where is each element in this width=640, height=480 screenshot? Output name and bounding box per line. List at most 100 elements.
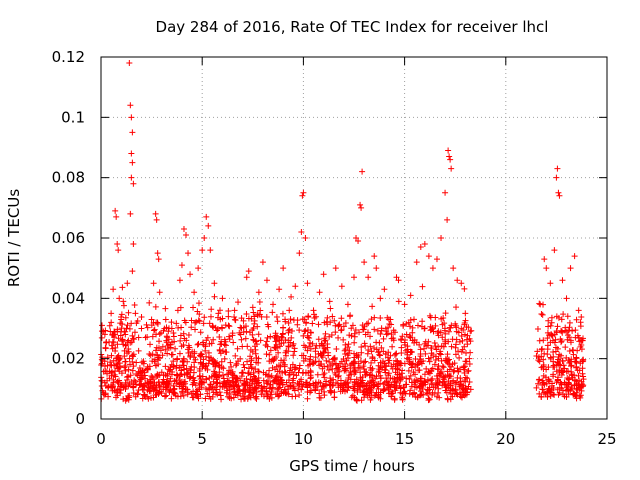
roti-point [338, 326, 345, 333]
roti-peak-point [442, 189, 449, 196]
roti-point [370, 379, 377, 386]
roti-point [403, 331, 410, 338]
roti-point [435, 389, 442, 396]
roti-point [279, 330, 286, 337]
roti-point [431, 339, 438, 346]
roti-point [282, 369, 289, 376]
roti-point [551, 331, 558, 338]
roti-point [118, 381, 125, 388]
roti-point [573, 385, 580, 392]
roti-point [578, 313, 585, 320]
roti-point [442, 330, 449, 337]
roti-point [344, 387, 351, 394]
roti-point [243, 328, 250, 335]
roti-point [560, 368, 567, 375]
roti-point [335, 322, 342, 329]
roti-point [288, 334, 295, 341]
roti-point [385, 360, 392, 367]
roti-point [285, 343, 292, 350]
roti-point [335, 372, 342, 379]
roti-peak-point [559, 277, 566, 284]
roti-point [358, 379, 365, 386]
roti-point [331, 394, 338, 401]
roti-point [401, 384, 408, 391]
roti-point [321, 374, 328, 381]
roti-peak-point [304, 280, 311, 287]
roti-point [371, 326, 378, 333]
roti-peak-point [127, 210, 134, 217]
roti-point [283, 347, 290, 354]
roti-point [292, 364, 299, 371]
roti-point [304, 334, 311, 341]
roti-point [274, 333, 281, 340]
roti-point [202, 365, 209, 372]
roti-peak-point [387, 316, 394, 323]
roti-point [387, 352, 394, 359]
roti-point [428, 381, 435, 388]
roti-point [309, 320, 316, 327]
roti-point [275, 362, 282, 369]
roti-point [206, 374, 213, 381]
roti-point [388, 321, 395, 328]
roti-point [257, 337, 264, 344]
roti-point [366, 386, 373, 393]
roti-point [147, 379, 154, 386]
roti-point [212, 372, 219, 379]
roti-point [399, 367, 406, 374]
roti-point [107, 361, 114, 368]
roti-point [235, 358, 242, 365]
roti-point [371, 314, 378, 321]
roti-point [334, 380, 341, 387]
roti-point [538, 310, 545, 317]
roti-point [429, 375, 436, 382]
roti-point [577, 394, 584, 401]
roti-point [290, 383, 297, 390]
roti-point [577, 323, 584, 330]
roti-point [414, 361, 421, 368]
roti-point [337, 360, 344, 367]
roti-point [278, 376, 285, 383]
roti-point [340, 323, 347, 330]
roti-point [553, 313, 560, 320]
roti-point [102, 382, 109, 389]
roti-point [187, 352, 194, 359]
roti-peak-point [371, 253, 378, 260]
roti-point [304, 395, 311, 402]
roti-point [159, 352, 166, 359]
roti-point [287, 382, 294, 389]
roti-point [191, 379, 198, 386]
roti-point [383, 363, 390, 370]
roti-point [381, 360, 388, 367]
roti-point [195, 300, 202, 307]
roti-point [140, 367, 147, 374]
roti-point [251, 375, 258, 382]
roti-point [126, 381, 133, 388]
roti-point [177, 379, 184, 386]
roti-point [380, 348, 387, 355]
roti-point [463, 336, 470, 343]
roti-peak-point [292, 283, 299, 290]
roti-point [406, 332, 413, 339]
roti-point [383, 328, 390, 335]
roti-point [307, 339, 314, 346]
roti-point [98, 334, 105, 341]
roti-point [189, 394, 196, 401]
roti-point [239, 343, 246, 350]
roti-point [398, 344, 405, 351]
roti-point [115, 380, 122, 387]
roti-point [99, 322, 106, 329]
roti-point [385, 324, 392, 331]
roti-point [367, 371, 374, 378]
roti-point [177, 332, 184, 339]
roti-point [304, 347, 311, 354]
roti-point [121, 328, 128, 335]
roti-point [326, 358, 333, 365]
roti-point [425, 395, 432, 402]
roti-point [446, 373, 453, 380]
roti-point [564, 313, 571, 320]
roti-point [131, 329, 138, 336]
roti-point [449, 336, 456, 343]
roti-point [224, 371, 231, 378]
roti-point [302, 344, 309, 351]
roti-point [119, 338, 126, 345]
